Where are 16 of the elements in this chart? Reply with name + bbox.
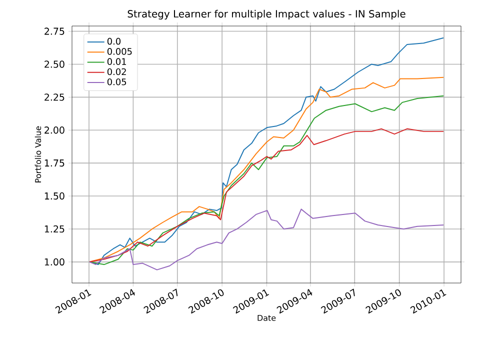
y-tick-label: 1.75	[44, 160, 64, 167]
chart-title: Strategy Learner for multiple Impact values - IN Sample	[128, 10, 406, 20]
legend-label: 0.0	[107, 38, 121, 45]
legend-label: 0.05	[107, 78, 126, 86]
line-series	[88, 208, 444, 270]
y-tick-label: 1.00	[44, 258, 64, 266]
legend-label: 0.02	[107, 68, 126, 76]
y-tick-label: 2.75	[44, 28, 64, 35]
y-tick-label: 2.50	[44, 60, 64, 68]
y-tick-label: 1.25	[44, 225, 64, 233]
legend-label: 0.01	[107, 58, 126, 65]
y-tick-label: 2.00	[44, 126, 64, 134]
legend-label: 0.005	[107, 48, 132, 55]
line-series	[88, 128, 444, 262]
y-tick-label: 1.50	[44, 192, 64, 200]
y-tick-label: 2.25	[44, 94, 64, 101]
